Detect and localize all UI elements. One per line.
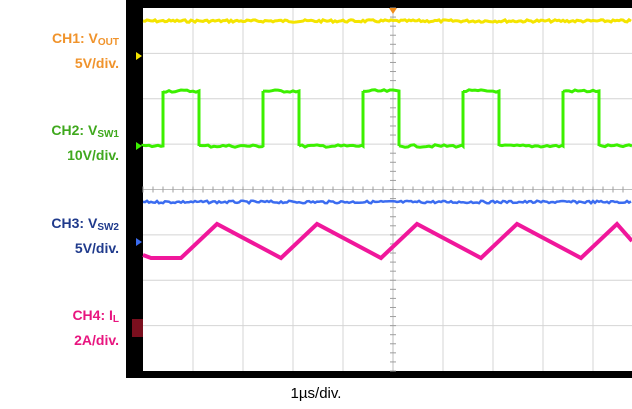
ch3-name: CH3:: [51, 215, 88, 231]
trigger-marker: [389, 8, 397, 14]
graticule: [142, 7, 632, 372]
ch1-sub: OUT: [97, 37, 119, 48]
ch3-ground-marker: [136, 238, 142, 246]
x-axis-label: 1µs/div.: [290, 385, 342, 402]
ch1-trace: [142, 17, 632, 25]
ch3-label: CH3: VSW2 5V/div.: [51, 213, 119, 259]
ch1-signal: V: [88, 30, 98, 46]
channel-markers: [132, 8, 397, 337]
ch2-ground-marker: [136, 142, 142, 150]
ch4-ground-marker: [132, 319, 143, 337]
ch4-label: CH4: IL 2A/div.: [72, 305, 119, 351]
oscilloscope-display: [126, 0, 632, 378]
ch3-scale: 5V/div.: [74, 240, 119, 256]
ch4-signal: I: [109, 307, 113, 323]
ch2-label: CH2: VSW1 10V/div.: [51, 120, 119, 166]
ch2-trace: [141, 88, 632, 150]
ch1-label: CH1: VOUT 5V/div.: [52, 28, 119, 74]
ch4-name: CH4:: [72, 307, 109, 323]
ch2-scale: 10V/div.: [67, 147, 119, 163]
ch4-sub: L: [112, 314, 119, 325]
ch3-trace: [142, 199, 632, 206]
ch1-name: CH1:: [51, 30, 89, 46]
ch1-scale: 5V/div.: [74, 55, 119, 71]
ch3-sub: SW2: [97, 222, 119, 233]
ch3-signal: V: [87, 215, 98, 231]
ch2-name: CH2:: [51, 122, 88, 138]
ch4-trace: [142, 221, 632, 261]
ch4-scale: 2A/div.: [74, 332, 119, 348]
traces: [141, 17, 632, 261]
ch2-sub: SW1: [97, 129, 119, 140]
ch1-ground-marker: [136, 52, 142, 60]
ch2-signal: V: [87, 122, 98, 138]
